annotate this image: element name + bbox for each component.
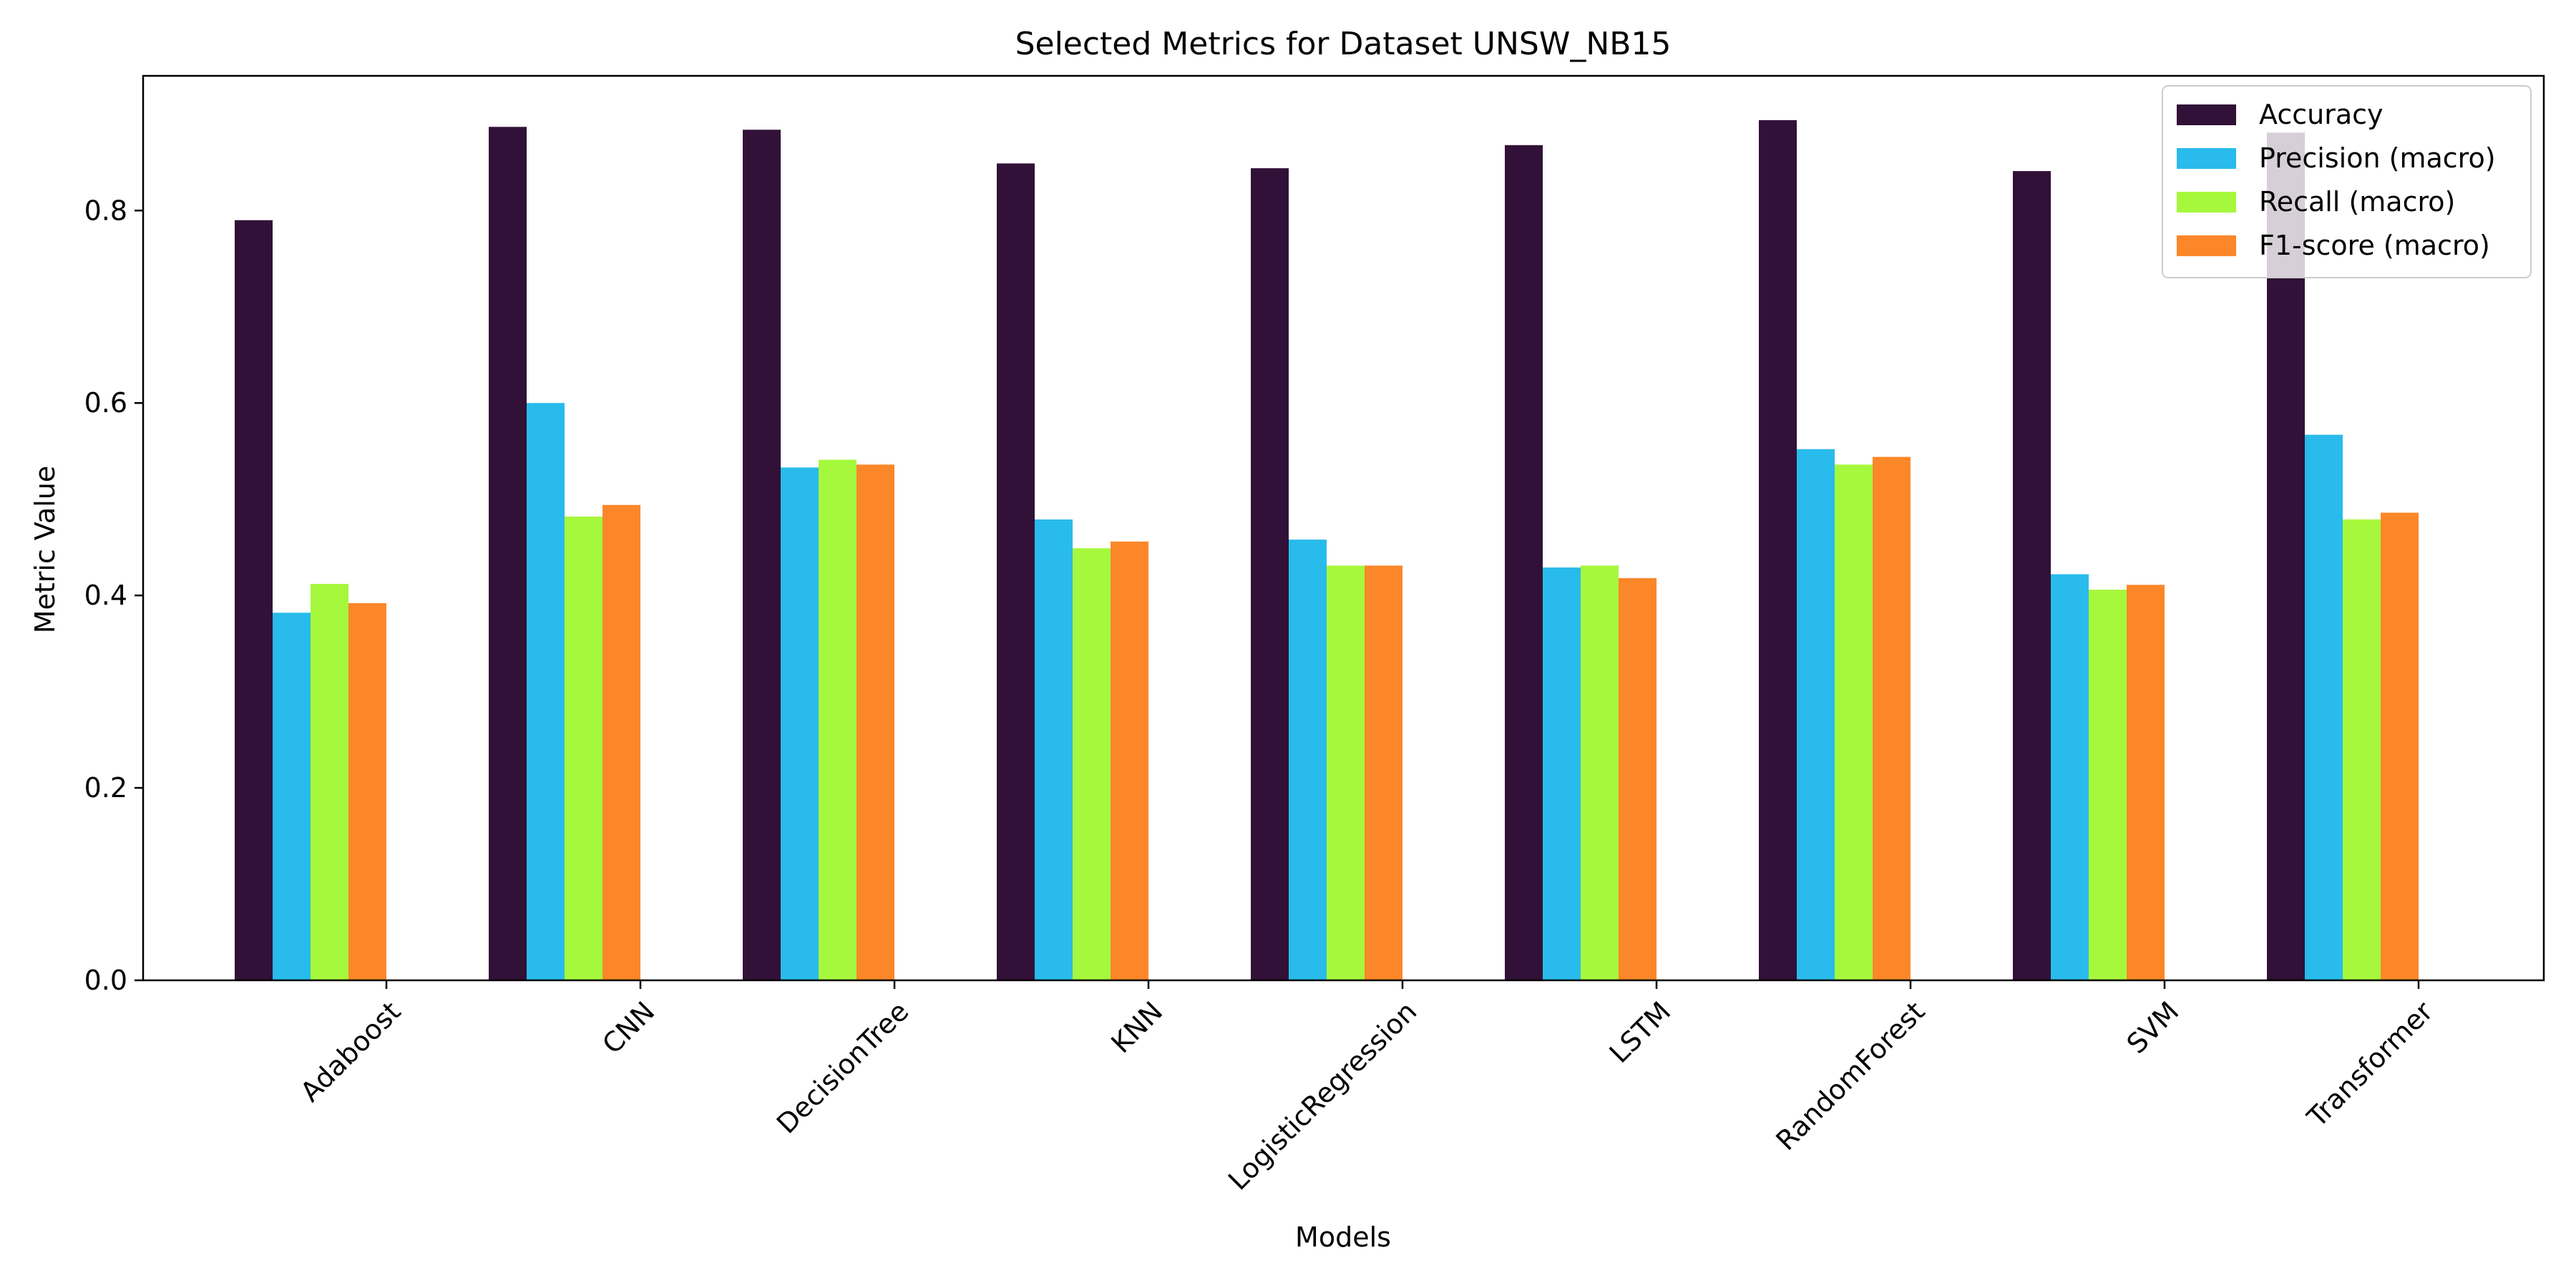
- bar: [1581, 565, 1619, 980]
- bar: [1797, 449, 1835, 980]
- x-axis-label: Models: [1295, 1221, 1391, 1253]
- bar: [2051, 574, 2089, 980]
- bar: [1035, 519, 1073, 980]
- bar: [819, 459, 857, 980]
- bar: [1505, 145, 1543, 980]
- bar: [857, 464, 894, 980]
- bar: [311, 584, 348, 980]
- bar: [2381, 512, 2419, 980]
- legend-label: Recall (macro): [2259, 186, 2455, 218]
- legend: Accuracy Precision (macro) Recall (macro) F…: [2162, 85, 2532, 278]
- y-tick-label: 0.0: [84, 965, 127, 996]
- bar: [1327, 565, 1365, 980]
- y-axis-label: Metric Value: [29, 466, 61, 634]
- legend-label: Accuracy: [2259, 99, 2384, 130]
- bar: [1543, 567, 1581, 980]
- bar: [273, 613, 311, 980]
- y-tick-label: 0.4: [84, 580, 127, 611]
- legend-label: F1-score (macro): [2259, 230, 2490, 261]
- bar: [743, 130, 781, 980]
- legend-swatch: [2177, 148, 2236, 169]
- chart-title: Selected Metrics for Dataset UNSW_NB15: [1015, 26, 1672, 62]
- legend-swatch: [2177, 104, 2236, 125]
- bars-layer: [235, 119, 2419, 981]
- bar: [235, 220, 273, 981]
- bar: [781, 467, 819, 980]
- bar: [2089, 590, 2127, 980]
- bar: [348, 602, 386, 980]
- bar: [1759, 119, 1797, 980]
- bar: [1365, 565, 1402, 980]
- y-tick-label: 0.2: [84, 772, 127, 804]
- bar: [1111, 541, 1148, 980]
- y-tick-label: 0.8: [84, 195, 127, 226]
- legend-box: [2162, 85, 2532, 278]
- bar: [997, 163, 1035, 980]
- plot-frame: [142, 74, 2545, 982]
- bar: [1835, 464, 1873, 980]
- bar: [1619, 577, 1657, 980]
- bar: [565, 516, 602, 980]
- bar: [1289, 540, 1327, 980]
- y-tick-label: 0.6: [84, 387, 127, 419]
- legend-swatch: [2177, 192, 2236, 213]
- bar: [2343, 519, 2381, 980]
- legend-swatch: [2177, 235, 2236, 256]
- bar: [489, 127, 527, 980]
- bar: [1873, 457, 1911, 980]
- bar: [2013, 171, 2051, 981]
- bar: [1251, 168, 1289, 981]
- bar: [2127, 585, 2165, 980]
- bar: [1073, 548, 1111, 980]
- legend-label: Precision (macro): [2259, 142, 2496, 174]
- bar: [2305, 434, 2343, 980]
- bar: [602, 504, 640, 980]
- bar: [527, 403, 565, 980]
